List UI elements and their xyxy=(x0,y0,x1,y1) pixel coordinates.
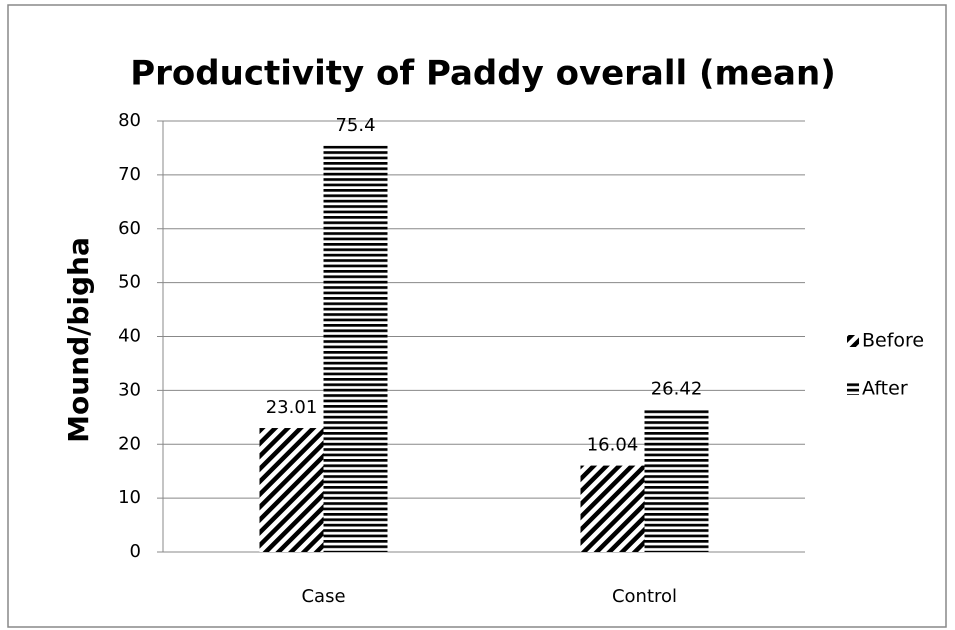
x-tick-label: Case xyxy=(301,586,345,607)
y-tick-label: 60 xyxy=(118,218,141,239)
bar xyxy=(580,465,645,552)
y-tick-label: 50 xyxy=(118,272,141,293)
y-axis-label: Mound/bigha xyxy=(62,237,95,443)
bar xyxy=(259,428,324,552)
legend-swatch xyxy=(847,383,859,395)
data-label: 23.01 xyxy=(266,397,318,418)
bar xyxy=(323,145,388,552)
chart-border xyxy=(7,4,947,628)
legend-swatch xyxy=(847,335,859,347)
legend-label: Before xyxy=(862,330,924,352)
y-tick-label: 70 xyxy=(118,164,141,185)
x-tick-label: Control xyxy=(612,586,677,607)
y-tick-label: 80 xyxy=(118,110,141,131)
y-tick-label: 10 xyxy=(118,487,141,508)
data-label: 75.4 xyxy=(335,115,375,136)
y-tick-label: 20 xyxy=(118,433,141,454)
data-label: 16.04 xyxy=(587,435,639,456)
bar xyxy=(644,409,709,552)
y-tick-label: 0 xyxy=(130,541,141,562)
y-tick-label: 30 xyxy=(118,379,141,400)
legend-label: After xyxy=(862,378,908,400)
data-label: 26.42 xyxy=(651,379,703,400)
y-tick-label: 40 xyxy=(118,326,141,347)
chart-title: Productivity of Paddy overall (mean) xyxy=(130,54,835,94)
